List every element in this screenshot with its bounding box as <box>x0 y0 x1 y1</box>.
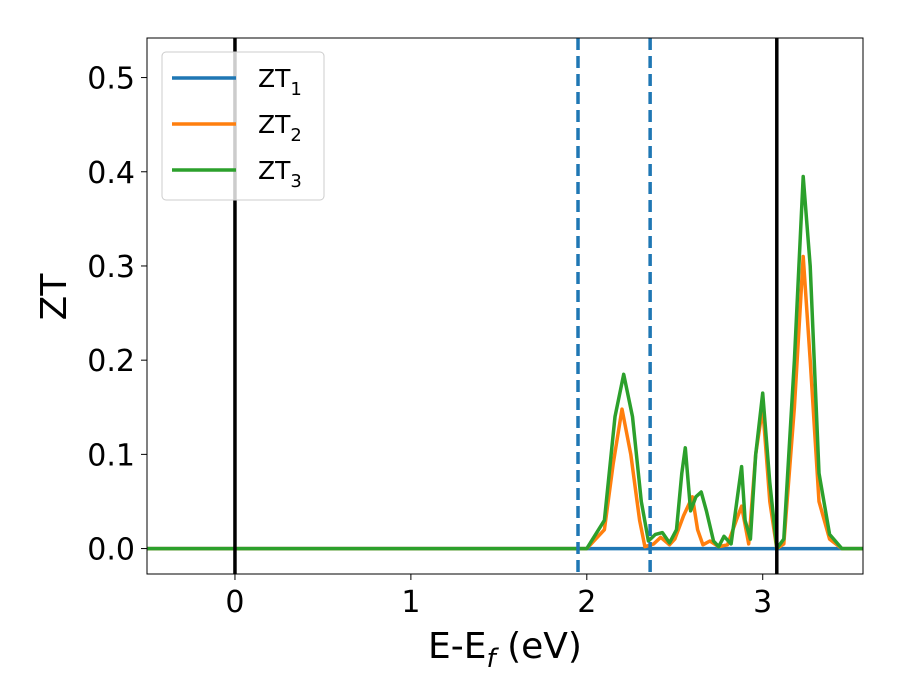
plot-frame <box>146 37 864 575</box>
y-axis-title: ZT <box>34 273 75 321</box>
x-tick-label: 1 <box>401 585 420 620</box>
legend: ZT1 ZT2 ZT3 <box>161 51 325 201</box>
y-axis-ticks: 0.0 0.1 0.2 0.3 0.4 0.5 <box>87 62 147 568</box>
legend-label-zt2: ZT2 <box>258 110 302 146</box>
legend-frame <box>161 51 325 201</box>
x-axis-title: E-Ef (eV) <box>428 626 582 674</box>
series-line-zt3 <box>147 174 863 551</box>
series-line-zt2 <box>147 254 863 551</box>
series-layer <box>147 174 863 551</box>
y-tick-label: 0.5 <box>87 62 135 97</box>
y-tick-label: 0.1 <box>87 438 135 473</box>
y-tick-label: 0.3 <box>87 250 135 285</box>
x-tick-label: 0 <box>225 585 244 620</box>
x-axis-ticks: 0 1 2 3 <box>225 574 772 620</box>
y-tick-label: 0.2 <box>87 344 135 379</box>
y-tick-label: 0.0 <box>87 533 135 568</box>
legend-label-zt3: ZT3 <box>258 156 302 192</box>
x-tick-label: 2 <box>577 585 596 620</box>
y-tick-label: 0.4 <box>87 156 135 191</box>
x-tick-label: 3 <box>753 585 772 620</box>
legend-entries: ZT1 ZT2 ZT3 <box>172 64 302 192</box>
legend-label-zt1: ZT1 <box>258 64 302 100</box>
